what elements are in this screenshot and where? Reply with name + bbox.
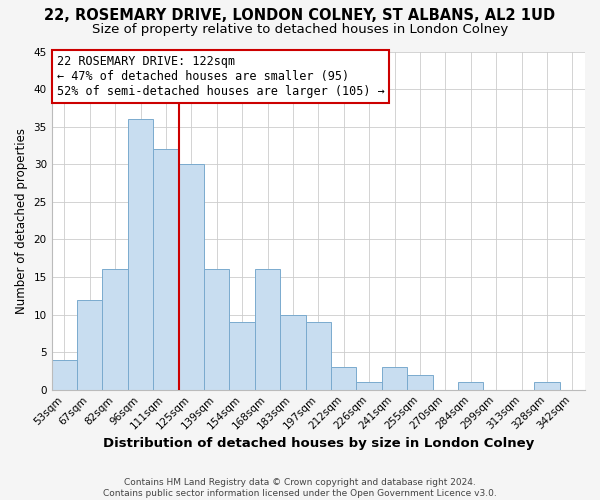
Text: Size of property relative to detached houses in London Colney: Size of property relative to detached ho…: [92, 22, 508, 36]
X-axis label: Distribution of detached houses by size in London Colney: Distribution of detached houses by size …: [103, 437, 534, 450]
Bar: [305, 322, 331, 390]
Bar: [103, 270, 128, 390]
Y-axis label: Number of detached properties: Number of detached properties: [15, 128, 28, 314]
Bar: [255, 270, 280, 390]
Bar: [179, 164, 204, 390]
Bar: [407, 374, 433, 390]
Text: 22 ROSEMARY DRIVE: 122sqm
← 47% of detached houses are smaller (95)
52% of semi-: 22 ROSEMARY DRIVE: 122sqm ← 47% of detac…: [57, 55, 385, 98]
Text: 22, ROSEMARY DRIVE, LONDON COLNEY, ST ALBANS, AL2 1UD: 22, ROSEMARY DRIVE, LONDON COLNEY, ST AL…: [44, 8, 556, 22]
Bar: [280, 314, 305, 390]
Bar: [534, 382, 560, 390]
Text: Contains HM Land Registry data © Crown copyright and database right 2024.
Contai: Contains HM Land Registry data © Crown c…: [103, 478, 497, 498]
Bar: [382, 367, 407, 390]
Bar: [356, 382, 382, 390]
Bar: [331, 367, 356, 390]
Bar: [77, 300, 103, 390]
Bar: [204, 270, 229, 390]
Bar: [229, 322, 255, 390]
Bar: [52, 360, 77, 390]
Bar: [458, 382, 484, 390]
Bar: [153, 149, 179, 390]
Bar: [128, 119, 153, 390]
